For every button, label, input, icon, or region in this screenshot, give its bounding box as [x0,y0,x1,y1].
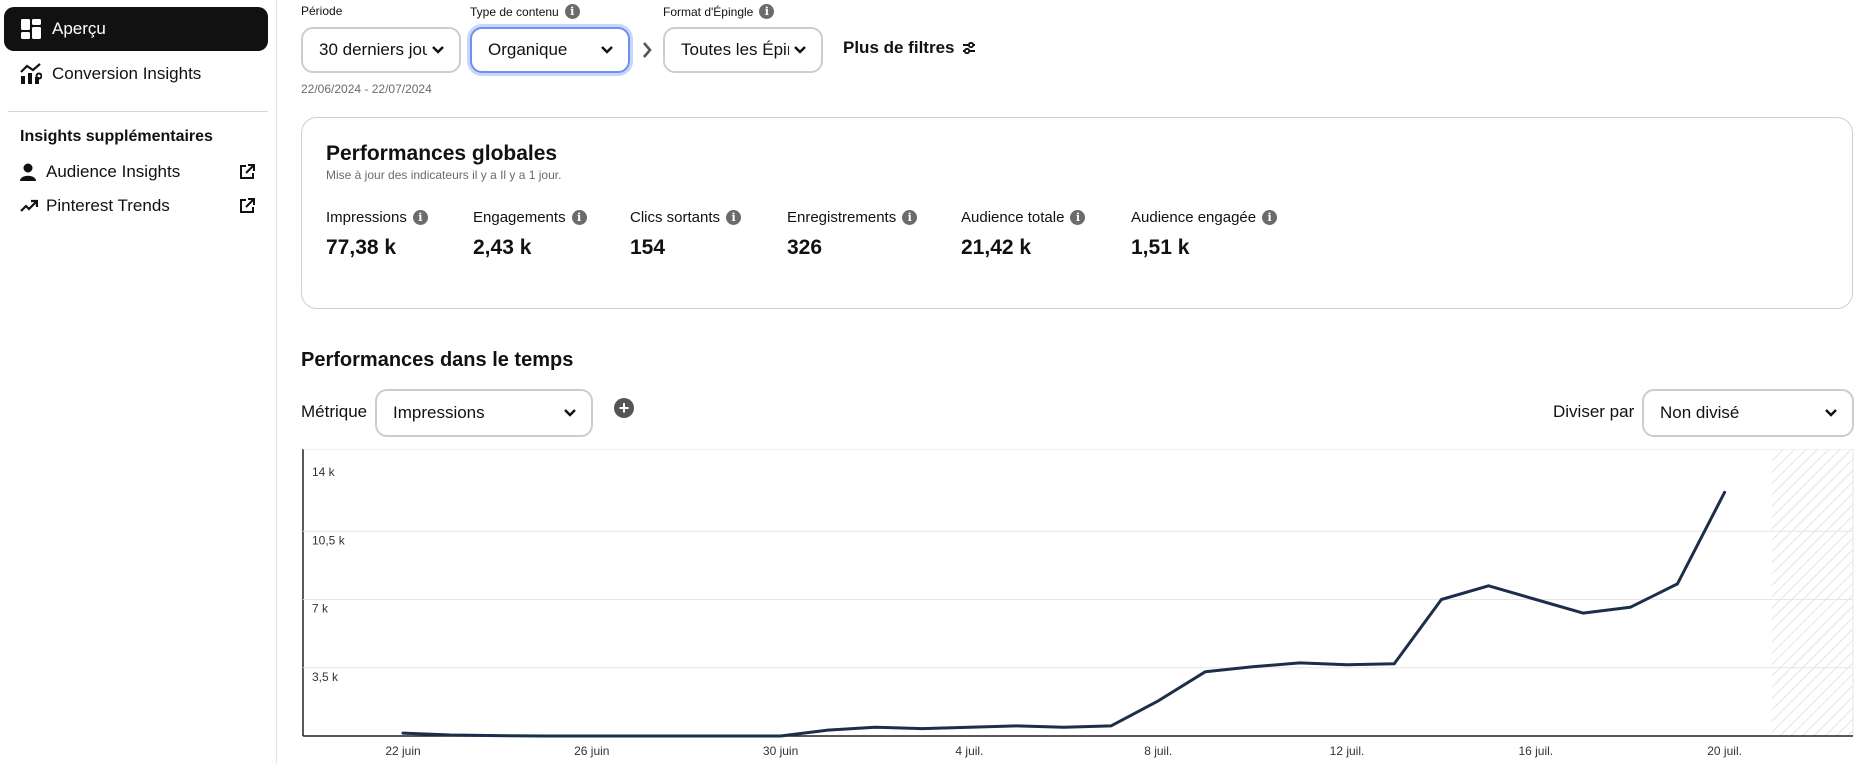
y-tick-label: 3,5 k [312,670,339,684]
y-tick-label: 10,5 k [312,533,346,547]
sidebar-link-pinterest-trends[interactable]: Pinterest Trends [20,192,256,220]
metric-select-label: Métrique [301,402,368,421]
metric-value: 1,51 k [1131,236,1190,259]
x-tick-label: 20 juil. [1707,744,1742,758]
metric-label: Enregistrements [787,209,897,226]
pin-format-select-value: Toutes les Épingles [681,40,789,59]
chevron-down-icon [1825,409,1837,417]
x-tick-label: 30 juin [763,744,798,758]
metric-value: 77,38 k [326,236,397,259]
chevron-down-icon [794,46,806,54]
split-by-label: Diviser par [1553,402,1635,421]
x-tick-label: 12 juil. [1330,744,1365,758]
more-filters-button[interactable]: Plus de filtres [843,38,976,58]
metric-label: Engagements [473,209,566,226]
split-by-select[interactable]: Non divisé [1642,389,1854,437]
external-link-icon [240,198,255,213]
info-icon[interactable]: i [726,210,742,225]
sidebar-divider [8,111,268,112]
metric-engaged-audience: Audience engagée i 1,51 k [1131,209,1278,260]
info-icon[interactable]: i [1262,210,1278,225]
content-type-label-text: Type de contenu [470,4,559,19]
info-icon[interactable]: i [1070,210,1086,225]
chevron-down-icon [432,46,444,54]
metric-value: 21,42 k [961,236,1032,259]
sidebar: Aperçu Conversion Insights Insights supp… [0,0,277,763]
info-icon[interactable]: i [759,4,775,19]
sidebar-link-label: Audience Insights [46,162,181,181]
split-by-select-value: Non divisé [1660,403,1740,422]
pin-format-select[interactable]: Toutes les Épingles [663,27,823,73]
card-subtitle: Mise à jour des indicateurs il y a Il y … [326,168,562,182]
dashboard-icon [20,18,42,40]
pin-format-label-text: Format d'Épingle [663,4,754,19]
x-tick-label: 4 juil. [955,744,983,758]
external-link-icon [240,164,255,179]
more-filters-label: Plus de filtres [843,38,955,57]
date-range: 22/06/2024 - 22/07/2024 [301,82,432,96]
section-title: Performances dans le temps [301,349,574,371]
metric-value: 326 [787,236,823,259]
chevron-right-icon [643,42,652,58]
metric-label: Audience engagée [1131,209,1257,226]
x-tick-label: 16 juil. [1518,744,1553,758]
sidebar-item-label: Aperçu [52,19,106,38]
metric-saves: Enregistrements i 326 [787,209,918,260]
person-icon [20,163,38,181]
period-label-text: Période [301,4,343,18]
info-icon[interactable]: i [412,210,428,225]
sidebar-item-overview[interactable]: Aperçu [4,7,268,51]
impressions-series-line [401,490,1727,738]
x-tick-label: 26 juin [574,744,609,758]
metric-label: Clics sortants [630,209,721,226]
metric-value: 154 [630,236,666,259]
metric-label: Impressions [326,209,407,226]
metric-label: Audience totale [961,209,1065,226]
sidebar-link-audience-insights[interactable]: Audience Insights [20,158,256,186]
metric-impressions: Impressions i 77,38 k [326,209,428,260]
content-type-select-value: Organique [488,40,568,59]
content-type-select[interactable]: Organique [470,27,630,73]
info-icon[interactable]: i [902,210,918,225]
metric-value: 2,43 k [473,236,532,259]
x-tick-label: 8 juil. [1144,744,1172,758]
sidebar-item-conversion-insights[interactable]: Conversion Insights [4,52,268,96]
info-icon[interactable]: i [564,4,580,19]
add-metric-button[interactable]: + [614,398,634,418]
x-tick-label: 22 juin [385,744,420,758]
impressions-line-chart: 3,5 k 7 k 10,5 k 14 k 22 juin 26 juin 30 juin 4… [302,449,1854,758]
metric-engagements: Engagements i 2,43 k [473,209,587,260]
chevron-down-icon [564,409,576,417]
overall-performance-card: Performances globales Mise à jour des in… [301,117,1853,309]
extra-insights-heading: Insights supplémentaires [20,128,213,145]
trend-arrow-icon [20,197,38,215]
chevron-down-icon [601,46,613,54]
pin-format-label: Format d'Épingle i [663,4,775,19]
period-select-value: 30 derniers jours [319,40,427,59]
y-tick-label: 14 k [312,465,336,479]
period-label: Période [301,4,342,18]
y-tick-label: 7 k [312,602,329,616]
info-icon[interactable]: i [571,210,587,225]
content-type-label: Type de contenu i [470,4,580,19]
period-select[interactable]: 30 derniers jours [301,27,461,73]
metric-select[interactable]: Impressions [375,389,593,437]
metric-select-value: Impressions [393,403,485,422]
card-title: Performances globales [326,142,558,165]
incomplete-data-region [1771,449,1853,736]
conversion-chart-icon [20,63,42,85]
sidebar-item-label: Conversion Insights [52,64,202,83]
metric-total-audience: Audience totale i 21,42 k [961,209,1086,260]
sidebar-link-label: Pinterest Trends [46,196,170,215]
sliders-icon [963,41,976,55]
metric-outbound-clicks: Clics sortants i 154 [630,209,742,260]
